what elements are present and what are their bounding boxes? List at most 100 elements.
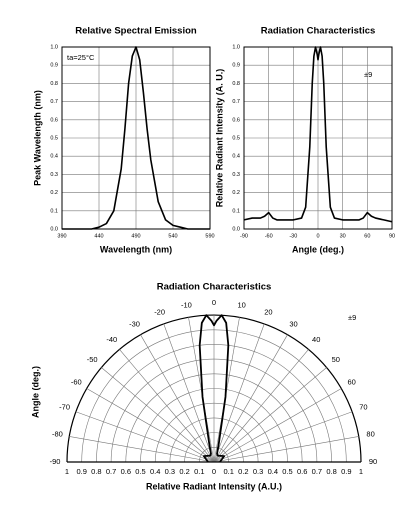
x-tick-label: -90 [240,233,248,239]
r-tick-label: 0.3 [253,467,263,476]
r-tick-label: 0.2 [238,467,248,476]
theta-tick-label: -10 [181,300,192,309]
y-axis-title: Relative Radiant Intensity (A. U.) [214,69,224,208]
radiation-lobe [198,314,230,463]
r-tick-label: 0.8 [326,467,336,476]
r-tick-label: 0 [212,467,216,476]
y-tick-label: 0.7 [50,99,58,105]
grid-spoke [75,411,215,463]
y-tick-label: 0.9 [232,63,240,69]
y-tick-label: 0.1 [232,208,240,214]
x-axis-title: Relative Radiant Intensity (A.U.) [146,481,282,491]
y-axis-title: Peak Wavelength (nm) [32,90,42,186]
x-tick-label: 90 [389,233,395,239]
chart-title: Relative Spectral Emission [75,26,197,37]
y-tick-label: 0.1 [50,208,58,214]
annotation: ta=25°C [67,53,95,62]
y-tick-label: 0.5 [50,135,58,141]
y-tick-label: 0.8 [50,81,58,87]
r-tick-label: 0.9 [76,467,86,476]
r-tick-label: 0.5 [282,467,292,476]
x-tick-label: 390 [57,233,66,239]
data-line [62,46,210,230]
theta-tick-label: -50 [87,355,98,364]
y-tick-label: 0.0 [232,226,240,232]
theta-tick-label: 10 [237,300,245,309]
y-tick-label: 0.3 [50,172,58,178]
y-axis-title: Angle (deg.) [30,366,40,418]
theta-tick-label: -40 [106,335,117,344]
annotation: ±9 [348,313,356,322]
chart-title: Radiation Characteristics [261,26,376,37]
r-tick-label: 0.7 [312,467,322,476]
x-tick-label: 0 [316,233,319,239]
grid-spoke [213,334,288,463]
y-tick-label: 0.3 [232,172,240,178]
y-tick-label: 1.0 [232,44,240,50]
grid-spoke [163,323,215,463]
theta-tick-label: -20 [154,308,165,317]
x-tick-label: 540 [168,233,177,239]
y-tick-label: 0.0 [50,226,58,232]
plot-frame [243,46,393,230]
data-line [243,46,393,223]
grid-spoke [213,367,327,463]
theta-tick-label: 50 [332,355,340,364]
chart-title: Radiation Characteristics [157,282,272,293]
y-tick-label: 0.8 [232,81,240,87]
x-tick-label: 60 [364,233,370,239]
theta-tick-label: 0 [212,298,216,307]
theta-tick-label: 20 [264,308,272,317]
grid-spoke [213,349,309,463]
grid-spoke [213,411,353,463]
y-tick-label: 0.6 [232,117,240,123]
y-tick-label: 0.7 [232,99,240,105]
x-axis-title: Wavelength (nm) [100,244,172,254]
theta-tick-label: -30 [129,319,140,328]
y-tick-label: 1.0 [50,44,58,50]
r-tick-label: 0.3 [165,467,175,476]
r-tick-label: 0.4 [268,467,278,476]
grid-spoke [140,334,215,463]
theta-tick-label: 60 [348,377,356,386]
x-tick-label: 590 [205,233,214,239]
y-tick-label: 0.4 [232,154,240,160]
y-tick-label: 0.9 [50,63,58,69]
grid-spoke [213,436,359,463]
grid-spoke [69,436,215,463]
r-tick-label: 1 [359,467,363,476]
r-tick-label: 1 [65,467,69,476]
annotation: ±9 [364,70,372,79]
grid-spoke [101,367,215,463]
theta-tick-label: 30 [289,319,297,328]
theta-tick-label: 40 [312,335,320,344]
x-tick-label: 490 [131,233,140,239]
r-tick-label: 0.4 [150,467,160,476]
r-tick-label: 0.6 [297,467,307,476]
x-tick-label: -30 [289,233,297,239]
r-tick-label: 0.2 [179,467,189,476]
theta-tick-label: 70 [359,403,367,412]
y-tick-label: 0.4 [50,154,58,160]
y-tick-label: 0.2 [50,190,58,196]
r-tick-label: 0.6 [121,467,131,476]
grid-spoke [213,323,265,463]
theta-tick-label: -90 [50,457,61,466]
r-tick-label: 0.1 [223,467,233,476]
x-tick-label: 30 [340,233,346,239]
r-tick-label: 0.1 [194,467,204,476]
x-axis-title: Angle (deg.) [292,244,344,254]
theta-tick-label: 80 [366,429,374,438]
r-tick-label: 0.5 [135,467,145,476]
grid-spoke [213,388,342,463]
y-tick-label: 0.2 [232,190,240,196]
grid-spoke [119,349,215,463]
theta-tick-label: -60 [71,377,82,386]
theta-tick-label: 90 [369,457,377,466]
theta-tick-label: -80 [52,429,63,438]
x-tick-label: 440 [94,233,103,239]
theta-tick-label: -70 [59,403,70,412]
r-tick-label: 0.8 [91,467,101,476]
r-tick-label: 0.9 [341,467,351,476]
